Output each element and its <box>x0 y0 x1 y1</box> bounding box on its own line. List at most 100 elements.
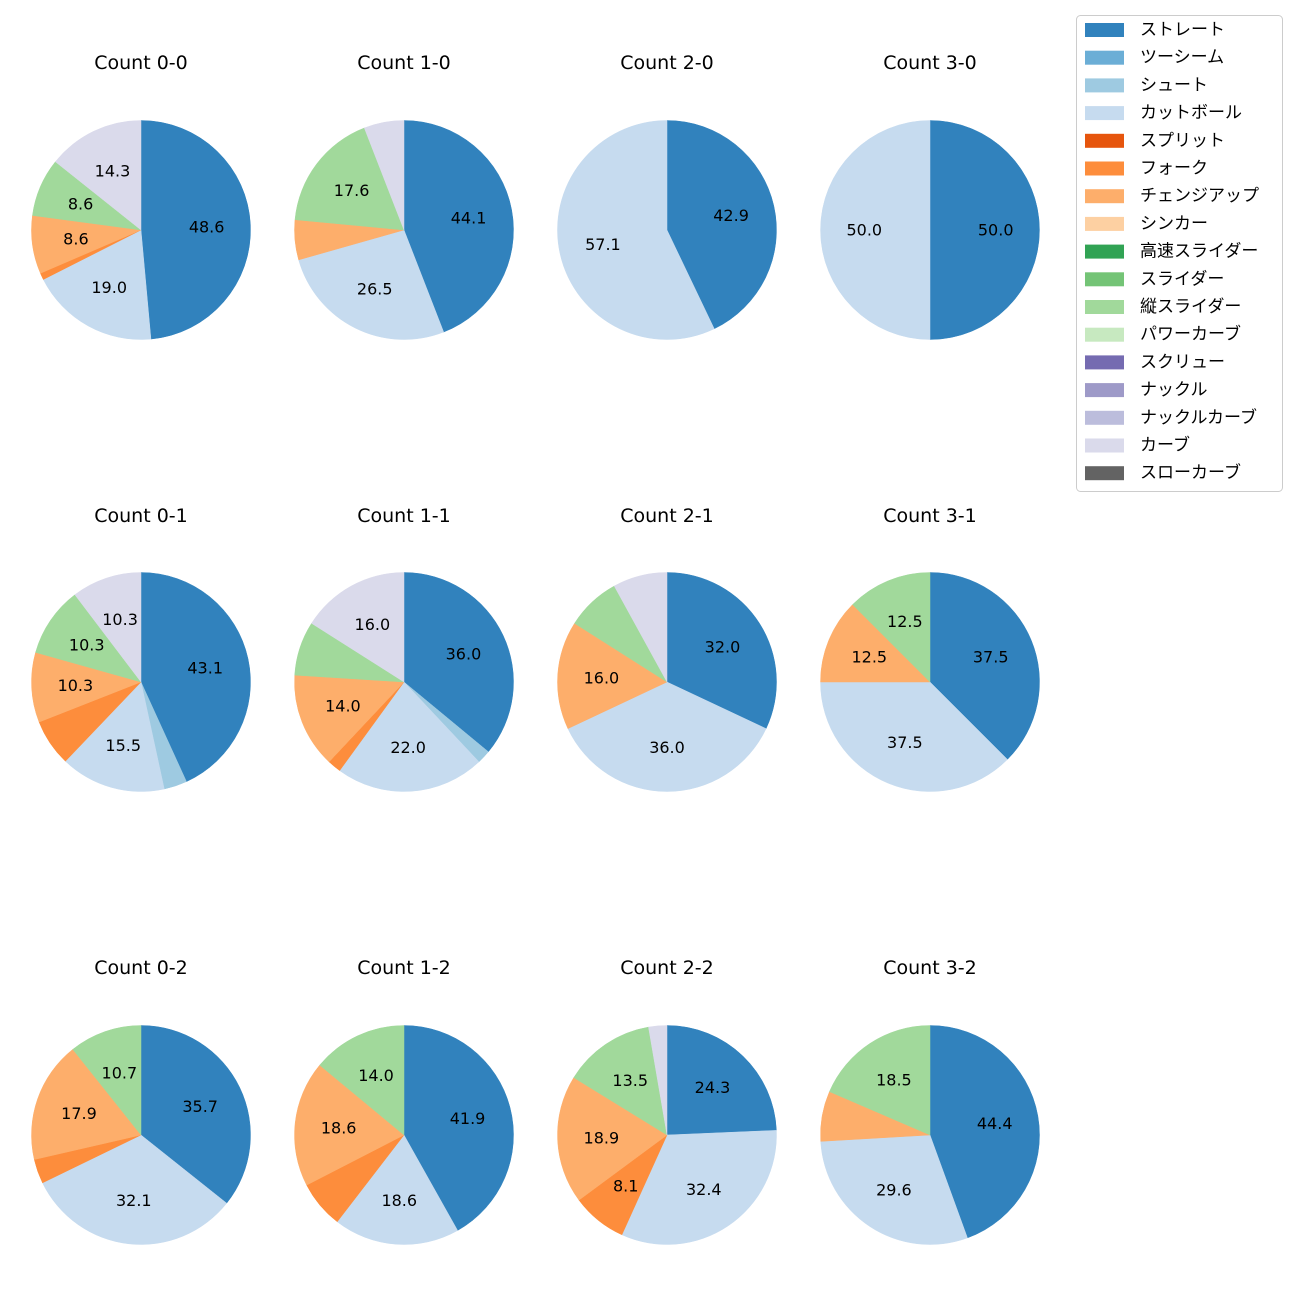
pie-title: Count 1-0 <box>357 52 451 74</box>
slice-label: 32.1 <box>116 1191 152 1210</box>
pie-slice <box>403 572 514 753</box>
slice-label: 19.0 <box>91 278 127 297</box>
slice-label: 18.5 <box>876 1071 912 1090</box>
pie-chart: Count 0-2 35.7 32.1 17.9 10.7 <box>31 957 251 1245</box>
pie-title: Count 0-1 <box>94 505 188 527</box>
legend-item: 縦スライダー <box>1085 297 1241 317</box>
slice-label: 10.3 <box>69 636 105 655</box>
pie-title: Count 0-2 <box>94 957 188 979</box>
slice-label: 29.6 <box>876 1180 912 1199</box>
pie-chart: Count 3-2 44.4 29.6 18.5 <box>820 957 1040 1245</box>
pie-slice <box>929 120 1040 340</box>
pie-slice <box>573 1026 668 1136</box>
slice-label: 12.5 <box>851 647 887 666</box>
legend-swatch <box>1085 189 1124 204</box>
slice-label: 42.9 <box>713 206 749 225</box>
slice-label: 32.0 <box>705 637 741 656</box>
slice-label: 16.0 <box>355 615 391 634</box>
slice-label: 43.1 <box>187 659 223 678</box>
slice-label: 10.3 <box>58 676 94 695</box>
legend-swatch <box>1085 327 1124 342</box>
legend-item: カットボール <box>1085 103 1242 123</box>
legend-item: フォーク <box>1085 159 1208 179</box>
legend-swatch <box>1085 50 1124 65</box>
slice-label: 8.6 <box>63 229 88 248</box>
legend-label: カーブ <box>1140 435 1190 456</box>
slice-label: 48.6 <box>189 218 225 237</box>
pie-chart: Count 0-048.619.08.68.614.3 <box>31 52 251 340</box>
pie-slice <box>613 572 668 683</box>
legend-label: シュート <box>1140 75 1208 95</box>
pie-slice <box>852 572 931 683</box>
pie-chart: Count 1-0 44.1 26.5 17.6 <box>294 52 514 340</box>
pie-slice <box>666 1025 777 1136</box>
pie-title: Count 3-1 <box>883 505 977 527</box>
slice-label: 18.9 <box>584 1128 620 1147</box>
legend-label: フォーク <box>1140 159 1208 179</box>
legend: ストレートツーシームシュートカットボールスプリットフォークチェンジアップシンカー… <box>1076 15 1283 492</box>
legend-item: シンカー <box>1085 214 1208 234</box>
pie-slice <box>567 681 767 792</box>
legend-swatch <box>1085 410 1124 425</box>
slice-label: 8.6 <box>68 195 93 214</box>
slice-label: 35.7 <box>182 1097 218 1116</box>
slice-label: 8.1 <box>613 1177 638 1196</box>
legend-item: スライダー <box>1085 269 1224 289</box>
legend-swatch <box>1085 355 1124 370</box>
legend-label: チェンジアップ <box>1140 186 1259 206</box>
legend-item: ナックル <box>1085 380 1208 400</box>
legend-item: 高速スライダー <box>1085 242 1258 262</box>
legend-frame <box>1076 15 1283 492</box>
slice-label: 12.5 <box>887 612 923 631</box>
pie-slice <box>336 1134 458 1245</box>
pie-chart: Count 1-2 41.9 18.6 18.6 14.0 <box>294 957 514 1245</box>
legend-swatch <box>1085 216 1124 231</box>
slice-label: 16.0 <box>584 668 620 687</box>
legend-label: ナックルカーブ <box>1140 407 1257 428</box>
pie-title: Count 0-0 <box>94 52 188 74</box>
pie-title: Count 1-1 <box>357 505 451 527</box>
slice-label: 50.0 <box>978 221 1014 240</box>
slice-label: 32.4 <box>686 1180 722 1199</box>
pie-title: Count 3-2 <box>883 957 977 979</box>
pie-chart: Count 2-1 32.0 36.0 16.0 <box>557 505 777 792</box>
pie-slice <box>929 1025 1040 1239</box>
pie-slice <box>140 572 251 782</box>
pie-slice <box>557 120 715 340</box>
slice-label: 36.0 <box>649 738 685 757</box>
pie-slice <box>65 681 165 792</box>
legend-item: チェンジアップ <box>1085 186 1259 206</box>
slice-label: 17.9 <box>61 1104 97 1123</box>
pie-chart: Count 0-1 43.1 15.5 10.3 10.3 10.3 <box>31 505 251 792</box>
legend-swatch <box>1085 161 1124 176</box>
slice-label: 26.5 <box>357 279 393 298</box>
pie-slice <box>339 681 480 792</box>
legend-swatch <box>1085 106 1124 121</box>
slice-label: 14.0 <box>358 1066 394 1085</box>
legend-label: パワーカーブ <box>1140 324 1241 345</box>
slice-label: 18.6 <box>321 1118 357 1137</box>
slice-label: 44.4 <box>977 1114 1013 1133</box>
legend-label: 高速スライダー <box>1140 242 1258 262</box>
pie-slice <box>364 120 405 231</box>
pie-slice <box>820 120 931 340</box>
pie-slice <box>294 674 405 763</box>
pie-slice <box>820 604 931 683</box>
pie-title: Count 2-2 <box>620 957 714 979</box>
slice-label: 14.3 <box>95 161 131 180</box>
legend-label: ツーシーム <box>1140 48 1224 68</box>
pie-slice <box>72 1025 142 1136</box>
legend-swatch <box>1085 383 1124 398</box>
pie-title: Count 2-0 <box>620 52 714 74</box>
pie-slice <box>140 120 251 340</box>
legend-swatch <box>1085 300 1124 314</box>
slice-label: 15.5 <box>105 736 141 755</box>
legend-swatch <box>1085 466 1124 481</box>
slice-label: 37.5 <box>887 733 923 752</box>
pie-slice <box>403 120 514 333</box>
slice-label: 17.6 <box>334 181 370 200</box>
pie-slice <box>319 1025 405 1136</box>
pie-slice <box>666 120 777 330</box>
legend-item: パワーカーブ <box>1085 324 1241 345</box>
